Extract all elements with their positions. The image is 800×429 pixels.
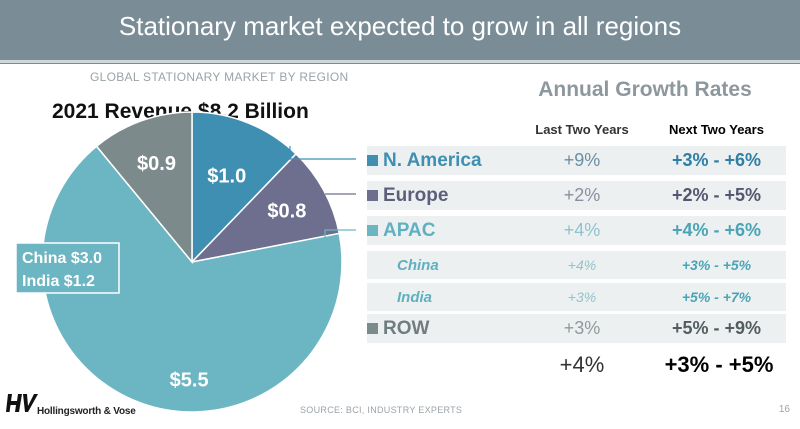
- next-two-years-value: +3% - +6%: [671, 150, 762, 170]
- callout-china: China $3.0: [22, 250, 102, 267]
- pie-label-row: $0.9: [137, 153, 176, 175]
- last-two-years-value: +2%: [563, 185, 601, 205]
- last-two-years-value: +9%: [563, 150, 601, 170]
- pie-label-europe: $0.8: [267, 200, 306, 222]
- source-note: SOURCE: BCI, INDUSTRY EXPERTS: [300, 405, 463, 415]
- last-two-years-value: +3%: [567, 289, 597, 305]
- region-name: N. America: [383, 149, 482, 171]
- company-name: Hollingsworth & Vose: [37, 406, 136, 417]
- growth-row-apac: APAC +4% +4% - +6%: [367, 216, 786, 245]
- last-two-years-value: +3%: [563, 318, 601, 338]
- pie-slice-apac: [41, 145, 343, 413]
- row-swatch: [367, 323, 378, 334]
- growth-row-india: India +3% +5% - +7%: [367, 283, 786, 311]
- next-two-years-value: +5% - +9%: [671, 318, 762, 338]
- region-name: China: [397, 256, 439, 274]
- col-header-last-two-years: Last Two Years: [535, 122, 629, 137]
- pie-label-apac: $5.5: [170, 370, 209, 392]
- leader-line-apac: [298, 229, 356, 321]
- region-name: ROW: [383, 317, 430, 339]
- chart-subtitle: GLOBAL STATIONARY MARKET BY REGION: [90, 70, 349, 84]
- growth-row-china: China +4% +3% - +5%: [367, 251, 786, 279]
- next-two-years-value: +5% - +7%: [681, 289, 752, 305]
- header-divider: [0, 60, 800, 63]
- col-header-next-two-years: Next Two Years: [669, 122, 764, 137]
- apac-callout: China $3.0 India $1.2: [15, 242, 120, 294]
- apac-callout-box: [15, 242, 120, 294]
- last-two-years-value: +4%: [563, 220, 601, 240]
- next-two-years-value: +4% - +6%: [671, 220, 762, 240]
- pie-label-n-america: $1.0: [207, 166, 246, 188]
- growth-title: Annual Growth Rates: [538, 78, 752, 101]
- hv-logo-icon: [6, 394, 38, 412]
- pie-slice-n-america: [191, 111, 298, 264]
- last-two-years-value: +4%: [567, 257, 597, 273]
- total-next-two-years: +3% - +5%: [664, 352, 774, 377]
- next-two-years-value: +3% - +5%: [681, 257, 752, 273]
- apac-swatch: [367, 225, 378, 236]
- region-name: Europe: [383, 184, 449, 206]
- region-name: APAC: [383, 219, 436, 241]
- header-bar: Stationary market expected to grow in al…: [0, 0, 800, 64]
- europe-swatch: [367, 190, 378, 201]
- chart-title: 2021 Revenue $8.2 Billion: [52, 100, 309, 123]
- page-number: 16: [778, 404, 790, 415]
- total-last-two-years: +4%: [559, 352, 605, 377]
- growth-row-europe: Europe +2% +2% - +5%: [367, 181, 786, 210]
- growth-row-n-america: N. America +9% +3% - +6%: [367, 146, 786, 175]
- n-america-swatch: [367, 155, 378, 166]
- region-name: India: [397, 288, 433, 306]
- next-two-years-value: +2% - +5%: [671, 185, 762, 205]
- callout-india: India $1.2: [22, 273, 95, 290]
- slide-title: Stationary market expected to grow in al…: [118, 11, 682, 41]
- pie-slice-row: [95, 111, 193, 265]
- growth-row-row: ROW +3% +5% - +9%: [367, 314, 786, 343]
- leader-line-n-america: [289, 146, 356, 160]
